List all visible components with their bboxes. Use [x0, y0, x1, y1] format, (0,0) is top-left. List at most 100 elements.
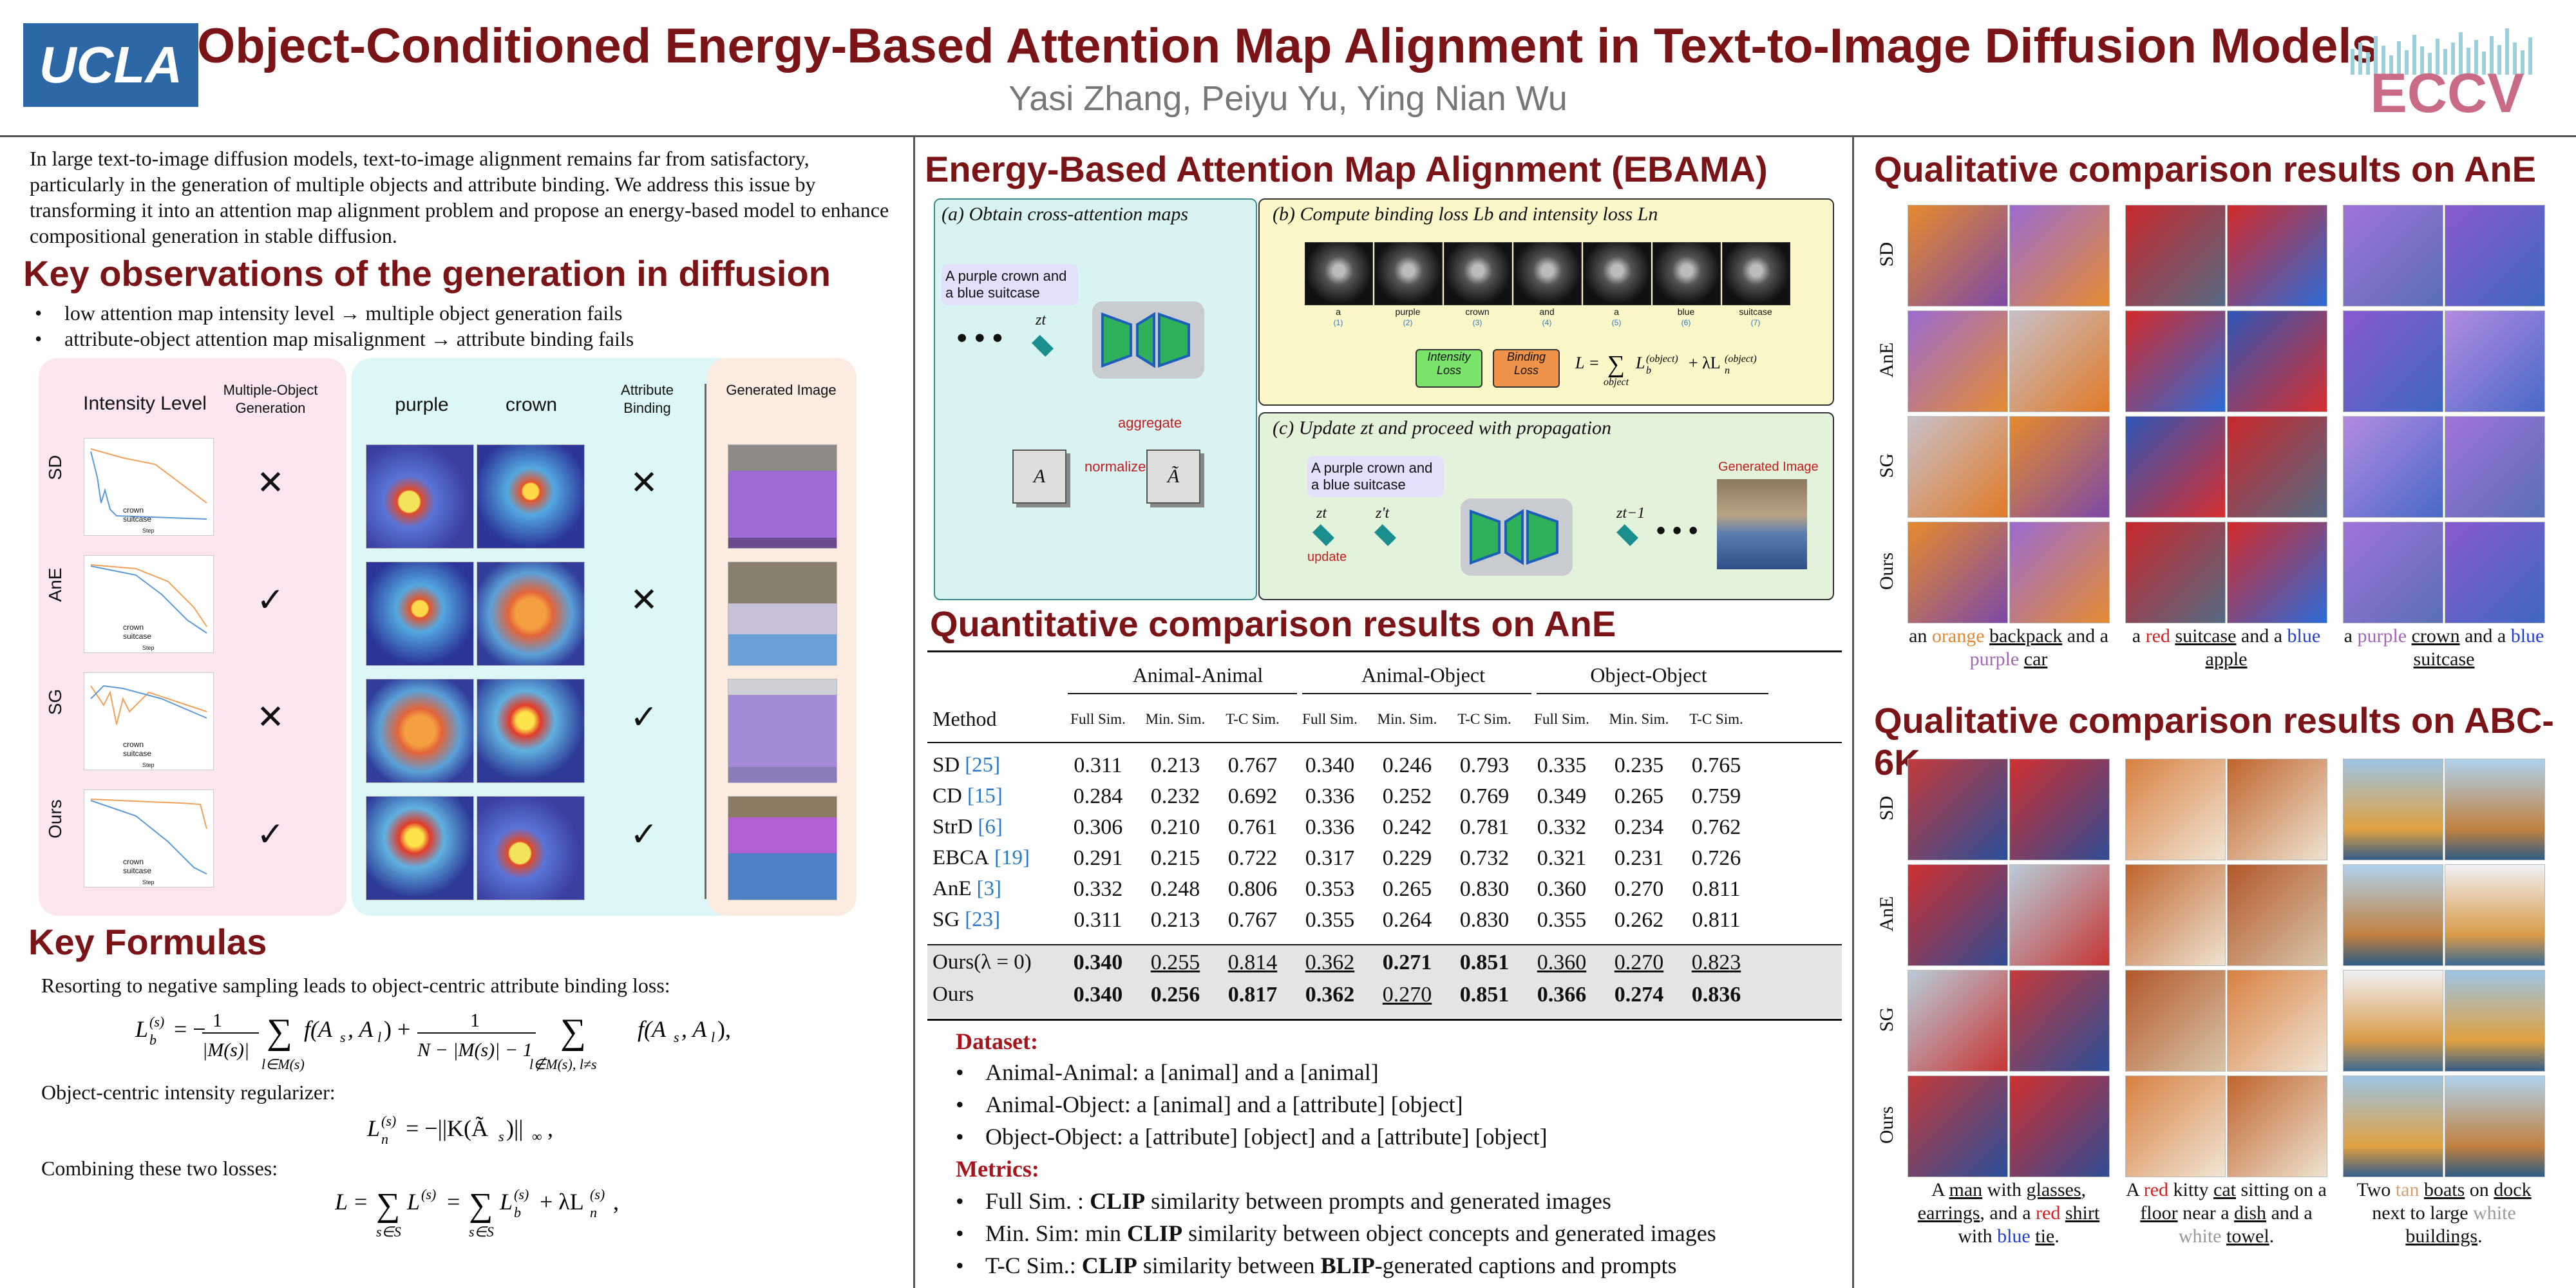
citation-link[interactable]: [23] — [965, 908, 1001, 931]
caption-word: tan — [2395, 1179, 2420, 1200]
method-label: StrD — [933, 815, 973, 838]
row-label: AnE — [45, 567, 65, 602]
qualitative-image — [1908, 970, 2008, 1072]
caption-word: A — [1931, 1179, 1949, 1200]
chart-legend: crown suitcase — [123, 623, 151, 641]
legend-suitcase: suitcase — [123, 749, 152, 758]
dataset-item: Object-Object: a [attribute] [object] an… — [947, 1121, 1848, 1153]
svg-text:b: b — [514, 1204, 521, 1220]
caption-word: tie — [2035, 1226, 2055, 1247]
citation-link[interactable]: [25] — [965, 753, 1001, 777]
table-cell: 0.830 — [1459, 908, 1510, 932]
caption-word: towel — [2226, 1226, 2269, 1247]
citation-link[interactable]: [15] — [967, 784, 1003, 808]
table-cell: 0.340 — [1305, 753, 1355, 777]
observations-title: Key observations of the generation in di… — [23, 253, 831, 294]
caption-word: . — [2269, 1226, 2275, 1247]
qualitative-image — [2009, 1075, 2110, 1177]
table-cell: 0.793 — [1459, 753, 1510, 777]
mog-header: Multiple-Object Generation — [223, 382, 318, 416]
token-id: (5) — [1611, 318, 1622, 327]
subcol-header: Full Sim. — [1534, 711, 1589, 727]
method-label: CD — [933, 784, 962, 808]
qualitative-image — [2227, 310, 2327, 412]
formula-intro-2: Object-centric intensity regularizer: — [41, 1081, 336, 1104]
caption-word: earrings — [1917, 1202, 1980, 1224]
method-name: EBCA [19] — [933, 846, 1030, 870]
table-cell: 0.355 — [1537, 908, 1587, 932]
svg-text:N − |M(s)| − 1: N − |M(s)| − 1 — [417, 1039, 533, 1061]
qualitative-image — [2009, 205, 2110, 307]
citation-link[interactable]: [6] — [978, 815, 1003, 838]
observations-bullets: low attention map intensity level → mult… — [26, 300, 889, 352]
generated-image — [728, 796, 837, 900]
table-cell: 0.271 — [1382, 951, 1432, 974]
svg-text:∞: ∞ — [532, 1128, 542, 1144]
table-cell: 0.284 — [1073, 784, 1123, 808]
table-cell: 0.215 — [1150, 846, 1200, 870]
binding-loss-box: Binding Loss — [1493, 349, 1560, 388]
caption-word: , — [2081, 1179, 2087, 1200]
table-cell: 0.213 — [1150, 753, 1200, 777]
caption-word: white — [2178, 1226, 2222, 1247]
svg-text:s: s — [498, 1128, 504, 1144]
method-label: EBCA — [933, 846, 990, 869]
svg-text:s∈S: s∈S — [469, 1224, 494, 1240]
table-cell: 0.248 — [1150, 877, 1200, 901]
table-cell: 0.349 — [1537, 784, 1587, 808]
purple-attention-map — [366, 679, 474, 783]
purple-attention-map — [366, 796, 474, 900]
caption-word: Two — [2356, 1179, 2396, 1200]
svg-text:),: ), — [717, 1016, 731, 1042]
method-name: Ours — [933, 983, 974, 1006]
table-cell: 0.765 — [1691, 753, 1741, 777]
token-attention-map — [1374, 242, 1443, 305]
zt-label-c: zt — [1316, 505, 1327, 522]
table-cell: 0.759 — [1691, 784, 1741, 808]
caption-word: an — [1909, 625, 1932, 647]
row-label: Ours — [1876, 552, 1897, 591]
table-cell: 0.732 — [1459, 846, 1510, 870]
citation-link[interactable]: [3] — [976, 877, 1001, 900]
token-label: purple — [1395, 307, 1421, 317]
token-id: (2) — [1403, 318, 1413, 327]
svg-text:n: n — [590, 1204, 597, 1220]
citation-link[interactable]: [19] — [994, 846, 1030, 869]
table-cell: 0.311 — [1074, 753, 1122, 777]
crown-attention-map — [477, 679, 585, 783]
ab-mark: ✓ — [630, 699, 658, 736]
svg-text:=: = — [1589, 354, 1599, 372]
eccv-logo: ECCV — [2344, 23, 2550, 124]
caption-word: near a — [2177, 1202, 2235, 1224]
caption-word: a — [2132, 625, 2146, 647]
qualitative-caption: a purple crown and a blue suitcase — [2343, 625, 2545, 671]
table-cell: 0.332 — [1073, 877, 1123, 901]
method-label: SD — [933, 753, 960, 777]
table-cell: 0.274 — [1614, 983, 1664, 1007]
qualitative-image — [2009, 310, 2110, 412]
table-cell: 0.336 — [1305, 815, 1355, 839]
table-cell: 0.270 — [1614, 877, 1664, 901]
table-cell: 0.726 — [1691, 846, 1741, 870]
table-cell: 0.335 — [1537, 753, 1587, 777]
intensity-chart: crown suitcase Step — [84, 790, 214, 887]
formula-intro-3: Combining these two losses: — [41, 1157, 278, 1180]
table-cell: 0.360 — [1537, 877, 1587, 901]
mog-mark: ✕ — [256, 464, 285, 502]
svg-text:s: s — [674, 1029, 679, 1045]
svg-text:|M(s)|: |M(s)| — [202, 1039, 249, 1061]
row-label: AnE — [1876, 896, 1897, 932]
table-cell: 0.811 — [1692, 877, 1741, 901]
qualitative-image — [2445, 522, 2545, 623]
caption-word: purple — [2357, 625, 2407, 647]
crown-header: crown — [505, 394, 558, 415]
update-label: update — [1307, 550, 1347, 564]
svg-text:(s): (s) — [381, 1113, 396, 1129]
caption-word: car — [2023, 649, 2048, 670]
qualitative-caption: an orange backpack and a purple car — [1908, 625, 2110, 671]
caption-word: orange — [1931, 625, 1985, 647]
row-label: SD — [1876, 795, 1897, 821]
subcol-header: Full Sim. — [1302, 711, 1358, 727]
formula-intro-1: Resorting to negative sampling leads to … — [41, 974, 670, 997]
caption-word — [2222, 1226, 2227, 1247]
